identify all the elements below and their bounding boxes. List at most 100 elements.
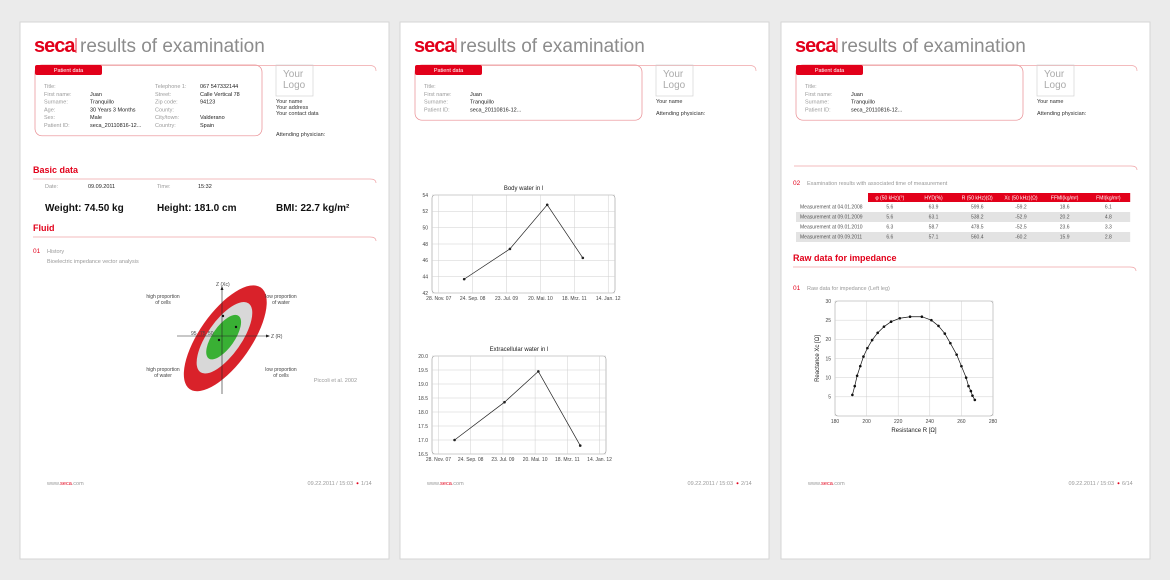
field-label: Patient ID: [44,123,70,129]
data-point [889,320,893,324]
data-point [898,316,902,320]
quadrant-label: low proportion [265,294,297,300]
data-point [967,384,970,388]
field-label: Sex: [44,115,55,121]
column-header: FFMI(kg/m²) [1051,196,1079,202]
date-value: 09.09.2011 [88,184,115,190]
table-cell: 478.5 [971,225,984,231]
y-tick-label: 18.5 [418,396,428,402]
x-axis-label: Resistance R [Ω] [891,428,937,434]
url-part: www. [807,481,822,487]
footer-stamp: 09.22.2011 / 15:03 [688,481,733,487]
practice-line: Your contact data [276,111,320,117]
page-sheet [19,21,390,560]
chart-title: Body water in l [504,186,543,192]
data-point [949,341,952,345]
logo-box [1036,64,1075,97]
practice-line: Your name [656,99,682,105]
data-point [908,315,912,319]
field-value: Valderano [200,115,225,121]
x-tick-label: 260 [957,419,966,425]
footer-stamp: 09.22.2011 / 15:03 [308,481,353,487]
field-label: Age: [44,107,56,113]
url-part: seca [821,481,834,487]
field-value: 30 Years 3 Months [90,107,136,113]
x-tick-label: 20. Mai. 10 [523,457,548,463]
data-point [855,374,859,378]
section-rule [794,165,1138,171]
physician-label: Attending physician: [1037,111,1087,117]
table-cell: 6.1 [1105,205,1112,211]
data-point [578,444,582,447]
data-point [964,376,968,379]
y-tick-label: 20 [825,337,831,343]
column-header: FMI(kg/m²) [1096,196,1121,202]
x-tick-label: 14. Jan. 12 [587,457,612,463]
x-tick-label: 180 [831,419,840,425]
quadrant-label: of cells [155,300,171,306]
data-point [537,370,540,373]
measurement-dot [221,314,225,318]
field-value: 067 547332144 [200,84,238,90]
practice-line: Your name [276,99,302,105]
section-rule [33,236,377,242]
data-point [581,256,585,260]
logo-placeholder: Your [283,69,304,80]
table-cell: -59.2 [1015,205,1027,211]
physician-label: Attending physician: [276,132,326,138]
table-cell: 20.2 [1060,215,1070,221]
row-band [796,232,1131,242]
url-part: www. [426,481,441,487]
quadrant-label: of water [154,373,172,379]
field-value: 94123 [200,100,215,106]
section-heading: Basic data [33,165,79,175]
field-label: Title: [424,84,436,90]
table-cell: -60.2 [1015,235,1027,241]
field-label: First name: [44,92,72,98]
field-label: Title: [44,84,56,90]
report-title: results of examination [80,36,265,57]
tab-label: Patient data [815,68,845,74]
y-axis-label: Reactance Xc [Ω] [815,335,821,382]
page-number: 2/14 [741,481,752,487]
data-point [866,346,869,350]
data-point [545,203,549,207]
y-tick-label: 17.5 [418,424,428,430]
table-cell: 560.4 [971,235,984,241]
x-tick-label: 18. Mrz. 11 [555,457,580,463]
tolerance-label: 95 [191,331,197,337]
field-label: Surname: [805,100,829,106]
data-point [969,389,973,393]
data-point [851,393,854,397]
field-label: First name: [424,92,452,98]
logo-placeholder: Logo [283,80,306,91]
footer-dot [1117,482,1120,485]
y-tick-label: 19.5 [418,368,428,374]
x-tick-label: 24. Sep. 08 [460,296,486,302]
row-label: Measurement at 09.09.2011 [800,235,862,241]
arrow-x [266,334,270,338]
y-tick-label: 30 [825,299,831,305]
field-value: Male [90,115,102,121]
field-label: Surname: [424,100,448,106]
patient-box [34,64,263,137]
x-tick-label: 28. Nov. 07 [426,296,451,302]
data-point [453,438,456,442]
x-tick-label: 24. Sep. 08 [458,457,484,463]
footer-dot [736,482,739,485]
data-point [943,332,947,335]
row-label: Measurement at 09.01.2010 [800,225,863,231]
logo-placeholder: Logo [1044,80,1067,91]
report-title: results of examination [460,36,645,57]
arrow-y [220,286,224,290]
url-part: .com [72,481,84,487]
y-tick-label: 25 [825,318,831,324]
x-tick-label: 200 [862,419,871,425]
data-point [882,325,886,328]
brand-logo: seca [34,35,76,57]
table-cell: 57.1 [929,235,939,241]
plot-area [431,355,607,455]
table-cell: 5.6 [886,215,893,221]
table-cell: 18.6 [1060,205,1070,211]
